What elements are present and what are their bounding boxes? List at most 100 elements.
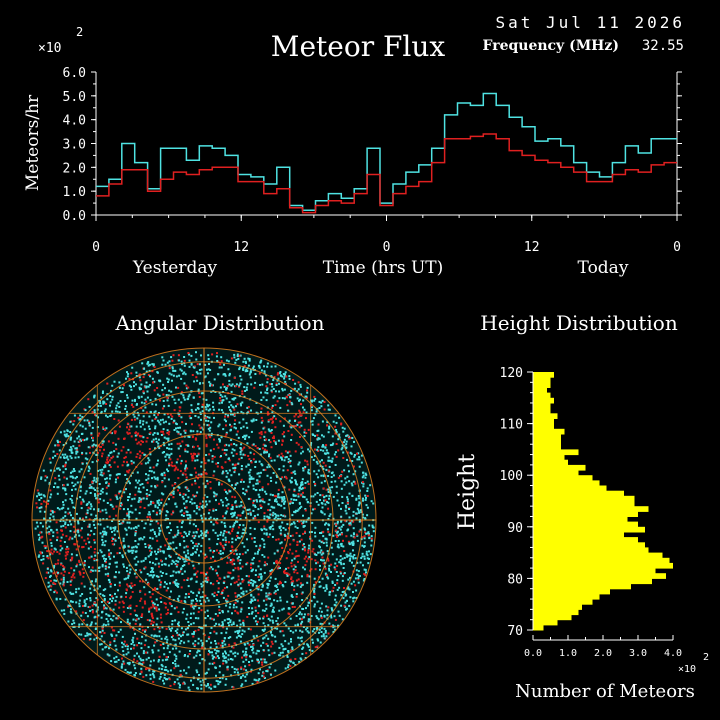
angular-point [132,661,135,664]
angular-point [195,580,198,583]
angular-point [171,623,174,626]
angular-point [127,372,130,375]
angular-point [114,526,117,529]
angular-point [291,606,294,608]
angular-point [192,607,195,610]
angular-point [290,426,293,429]
angular-point [314,484,317,487]
angular-point [224,660,227,662]
angular-point [177,432,180,435]
angular-point [156,511,158,514]
angular-point [181,634,184,637]
angular-point [151,593,154,596]
angular-point [368,537,371,540]
angular-point [281,651,284,654]
angular-point [132,549,135,552]
flux-x-label: Time (hrs UT) [323,258,444,278]
angular-point [135,546,138,549]
angular-point [157,575,160,578]
angular-point [51,511,54,514]
angular-point [311,539,314,542]
angular-point [98,446,101,449]
angular-point [216,594,218,596]
angular-point [106,415,109,418]
angular-point [280,452,283,455]
angular-point [208,517,211,520]
angular-point [184,448,187,451]
angular-point [91,611,94,614]
angular-point [238,473,241,476]
angular-point [230,674,233,677]
angular-point [271,652,274,655]
angular-point [256,649,259,652]
angular-point [251,444,254,447]
angular-point [362,499,364,502]
angular-point [252,582,255,585]
angular-point [245,653,248,656]
angular-point [200,603,203,605]
angular-point [239,480,242,483]
angular-point [254,461,257,463]
angular-point [308,450,311,453]
angular-point [307,471,310,474]
angular-point [227,637,230,639]
angular-point [222,589,225,592]
angular-point [43,545,46,548]
angular-point [277,488,280,491]
angular-point [186,633,189,636]
angular-point [281,476,284,479]
angular-point [92,520,95,523]
angular-point [250,563,252,566]
angular-point [193,537,196,539]
angular-point [152,659,155,662]
angular-point [226,618,229,621]
angular-point [79,424,82,427]
angular-point [139,491,142,494]
angular-point [184,450,187,453]
angular-point [240,404,242,407]
angular-point [196,491,199,494]
angular-point [213,470,216,473]
angular-point [129,474,132,477]
angular-point [171,367,174,370]
angular-point [140,615,143,617]
angular-point [132,647,135,650]
angular-point [273,376,276,378]
angular-point [185,672,188,675]
angular-point [352,600,355,603]
angular-point [335,455,338,458]
angular-point [286,535,289,538]
angular-point [143,402,146,405]
angular-point [69,438,72,441]
angular-point [103,554,106,557]
angular-point [196,430,199,433]
angular-point [306,480,309,483]
angular-point [219,625,222,627]
angular-point [225,627,228,630]
angular-point [94,493,96,496]
angular-point [277,503,279,506]
angular-point [261,609,264,612]
angular-point [206,496,209,498]
angular-point [278,654,281,657]
angular-point [109,557,112,560]
angular-point [127,480,130,483]
angular-point [287,566,290,569]
angular-point [260,577,263,580]
angular-point [232,406,235,409]
angular-point [177,477,180,480]
angular-point [93,396,96,399]
angular-point [180,392,183,395]
angular-point [101,627,104,630]
angular-point [258,617,261,620]
angular-point [88,541,91,544]
angular-point [169,522,171,525]
angular-point [140,395,143,398]
angular-point [227,622,230,624]
angular-point [294,511,297,514]
angular-point [346,587,349,590]
angular-point [155,607,158,610]
angular-point [103,448,105,451]
angular-point [110,660,113,663]
angular-point [166,399,169,402]
